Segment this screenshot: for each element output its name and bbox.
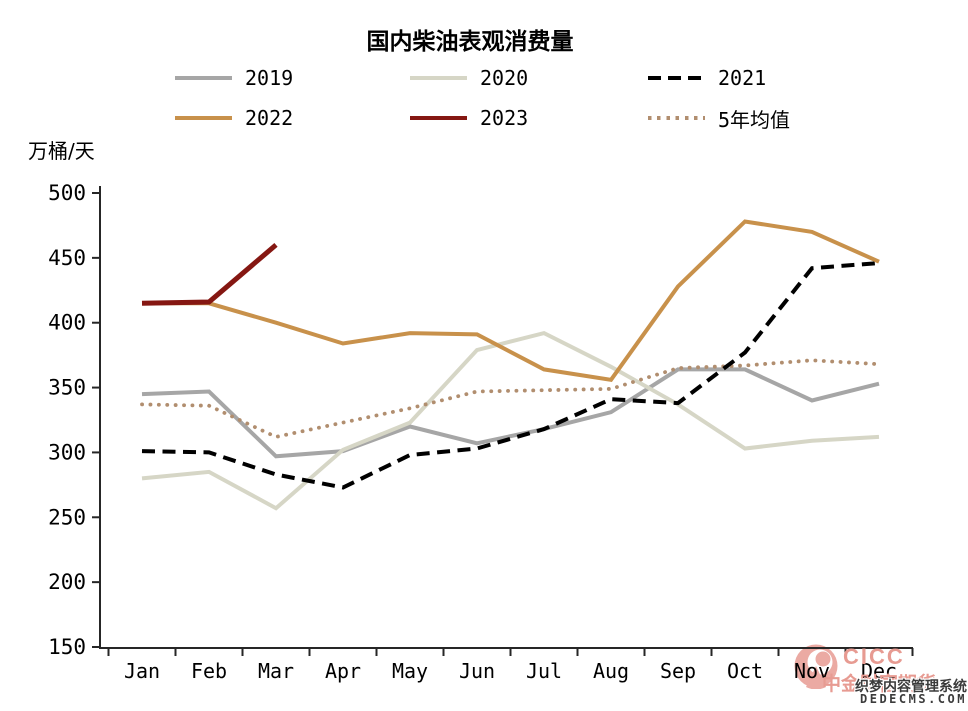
x-tick-label: Dec: [861, 659, 897, 683]
cicc-logo-icon: [794, 644, 838, 689]
x-tick-label: Apr: [325, 659, 361, 683]
legend-swatch-2022-icon: [175, 116, 232, 120]
legend-item-2020: 2020: [410, 66, 528, 90]
legend-label-2021: 2021: [718, 66, 767, 90]
axis-lines: [99, 186, 913, 649]
legend-label-5yr-avg: 5年均值: [718, 107, 791, 132]
series-line-2020: [141, 330, 880, 511]
legend-item-5yr-avg: 5年均值: [648, 106, 791, 132]
x-tick-label: Jun: [459, 659, 495, 683]
y-tick-label: 150: [48, 635, 86, 659]
x-tick-label: Aug: [593, 659, 629, 683]
legend-item-2023: 2023: [410, 106, 528, 130]
series-line-2022: [142, 219, 880, 382]
series-line-2023: [141, 242, 278, 306]
legend-swatch-2020-icon: [410, 76, 467, 80]
watermark-overlay-text-1: 织梦内容管理系统: [855, 679, 967, 695]
x-tick-label: Sep: [660, 659, 696, 683]
legend-swatch-2019-icon: [175, 76, 232, 80]
series-line-2019: [141, 367, 880, 459]
legend-swatch-5yr-avg-icon: [648, 116, 705, 120]
series-line-2021: [141, 261, 880, 490]
x-tick-label: May: [392, 659, 428, 683]
watermark-overlay-text-2: DEDECMS.COM: [860, 692, 967, 706]
y-tick-label: 350: [48, 376, 86, 400]
x-tick-label: Jan: [124, 659, 160, 683]
x-tick-label: Feb: [191, 659, 227, 683]
chart-title: 国内柴油表观消费量: [366, 29, 574, 55]
legend-swatch-2023-icon: [410, 116, 467, 120]
y-tick-label: 400: [48, 311, 86, 335]
x-tick-label: Mar: [258, 659, 294, 683]
y-axis-unit-label: 万桶/天: [28, 139, 95, 163]
y-tick-label: 250: [48, 505, 86, 529]
watermark-brand-text: CICC: [843, 644, 905, 669]
legend-label-2023: 2023: [480, 106, 529, 130]
y-tick-label: 500: [48, 181, 86, 205]
watermark-brand-cn-text: 中金财富期货: [822, 673, 937, 695]
x-tick-label: Oct: [727, 659, 763, 683]
y-tick-label: 450: [48, 246, 86, 270]
x-tick-label: Nov: [794, 659, 830, 683]
y-tick-label: 200: [48, 570, 86, 594]
legend-label-2019: 2019: [245, 66, 294, 90]
legend-label-2020: 2020: [480, 66, 529, 90]
legend-item-2019: 2019: [175, 66, 293, 90]
x-tick-label: Jul: [526, 659, 562, 683]
legend-item-2022: 2022: [175, 106, 293, 130]
y-tick-label: 300: [48, 440, 86, 464]
legend-item-2021: 2021: [648, 66, 766, 90]
legend-label-2022: 2022: [245, 106, 294, 130]
series-line-5年均值: [140, 358, 881, 439]
legend-swatch-2021-icon: [648, 76, 705, 80]
